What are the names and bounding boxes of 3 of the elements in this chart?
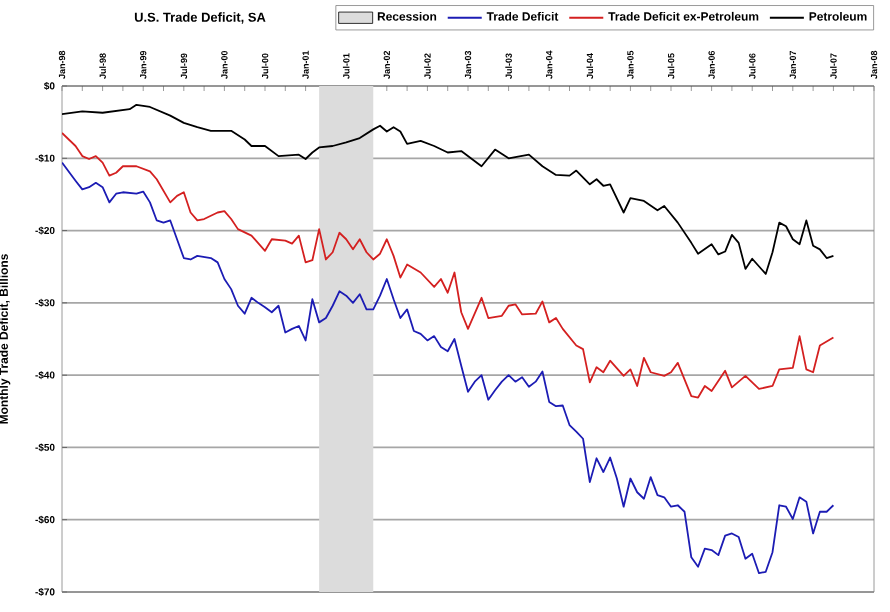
line-series: [62, 161, 835, 575]
line-series: [62, 103, 835, 275]
line-series: [62, 132, 835, 399]
